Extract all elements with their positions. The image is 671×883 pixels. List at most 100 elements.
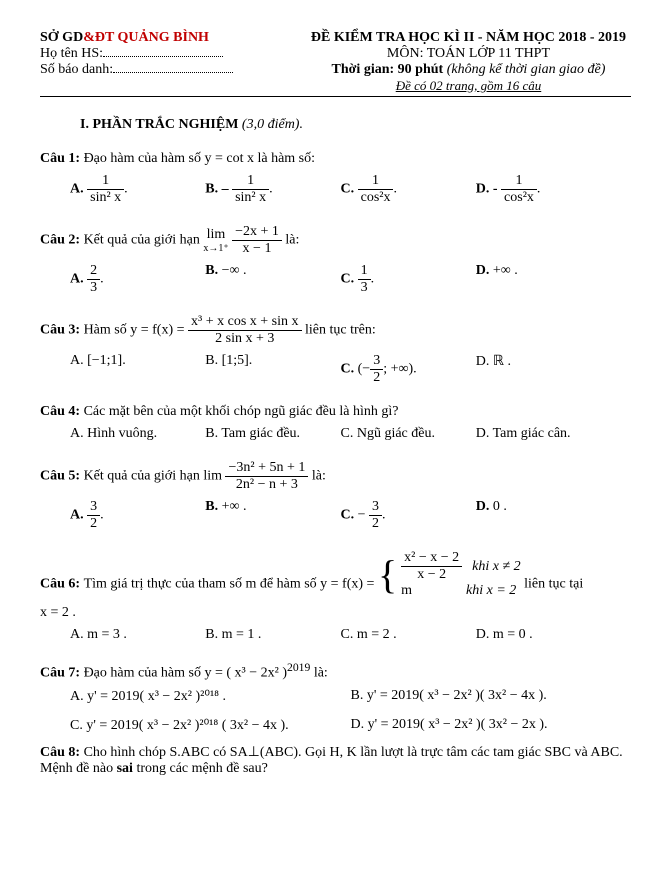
frac-num: 2 bbox=[87, 263, 100, 280]
q4-label: Câu 4: bbox=[40, 404, 80, 419]
frac-num: 3 bbox=[370, 353, 383, 370]
q4-opt-a: A. Hình vuông. bbox=[70, 426, 205, 442]
q7-text-pre: Đạo hàm của hàm số y = bbox=[84, 666, 227, 681]
q1-opt-b: B. – 1sin² x. bbox=[205, 173, 340, 206]
q2-options: A. 23. B. −∞ . C. 13. D. +∞ . bbox=[70, 263, 611, 296]
q3-opt-c: C. (−32; +∞). bbox=[341, 353, 476, 386]
header-right: ĐỀ KIỂM TRA HỌC KÌ II - NĂM HỌC 2018 - 2… bbox=[306, 30, 631, 94]
q5-options: A. 32. B. +∞ . C. − 32. D. 0 . bbox=[70, 499, 611, 532]
time-note: (không kể thời gian giao đề) bbox=[447, 62, 606, 77]
q3-text-post: liên tục trên: bbox=[305, 323, 376, 338]
opt-label: B. – bbox=[205, 182, 228, 197]
q2-label: Câu 2: bbox=[40, 233, 80, 248]
q2-text-pre: Kết quả của giới hạn bbox=[84, 233, 204, 248]
q6-label: Câu 6: bbox=[40, 577, 80, 592]
separator bbox=[40, 96, 631, 97]
opt-label: A. bbox=[70, 508, 84, 523]
opt-label: C. bbox=[341, 182, 355, 197]
q2-text-post: là: bbox=[285, 233, 299, 248]
q1-options: A. 1sin² x. B. – 1sin² x. C. 1cos²x. D. … bbox=[70, 173, 611, 206]
frac-den: 2 bbox=[87, 516, 100, 532]
q7-exp: 2019 bbox=[287, 661, 310, 674]
q8-bold: sai bbox=[117, 761, 133, 776]
exam-title: ĐỀ KIỂM TRA HỌC KÌ II - NĂM HỌC 2018 - 2… bbox=[306, 30, 631, 46]
question-7: Câu 7: Đạo hàm của hàm số y = ( x³ − 2x²… bbox=[40, 661, 631, 682]
frac-den: 2 bbox=[370, 370, 383, 386]
q3-opt-a: A. [−1;1]. bbox=[70, 353, 205, 386]
frac-num: −3n² + 5n + 1 bbox=[225, 460, 308, 477]
q1-opt-a: A. 1sin² x. bbox=[70, 173, 205, 206]
q7-options: A. y' = 2019( x³ − 2x² )²⁰¹⁸ . B. y' = 2… bbox=[70, 688, 631, 734]
opt-label: A. bbox=[70, 272, 84, 287]
q4-text: Các mặt bên của một khối chóp ngũ giác đ… bbox=[84, 404, 399, 419]
frac-num: x² − x − 2 bbox=[401, 550, 462, 567]
header-left: SỞ GD&ĐT QUẢNG BÌNH Họ tên HS: Số báo da… bbox=[40, 30, 306, 94]
section-1-title: I. PHẦN TRẮC NGHIỆM bbox=[80, 117, 238, 132]
q2-opt-c: C. 13. bbox=[341, 263, 476, 296]
lim-label: lim bbox=[203, 227, 228, 243]
q3-options: A. [−1;1]. B. [1;5]. C. (−32; +∞). D. ℝ … bbox=[70, 353, 611, 386]
q6-options: A. m = 3 . B. m = 1 . C. m = 2 . D. m = … bbox=[70, 627, 611, 643]
q6-opt-d: D. m = 0 . bbox=[476, 627, 611, 643]
frac-den: 3 bbox=[358, 280, 371, 296]
dept-red: &ĐT QUẢNG BÌNH bbox=[83, 30, 209, 45]
id-field bbox=[113, 72, 233, 73]
q3-label: Câu 3: bbox=[40, 323, 80, 338]
question-8: Câu 8: Cho hình chóp S.ABC có SA⊥(ABC). … bbox=[40, 744, 631, 777]
frac-den: x − 1 bbox=[232, 241, 282, 257]
q6-opt-b: B. m = 1 . bbox=[205, 627, 340, 643]
q5-label: Câu 5: bbox=[40, 469, 80, 484]
q1-text: Đạo hàm của hàm số y = cot x là hàm số: bbox=[84, 151, 315, 166]
q7-text-post: là: bbox=[314, 666, 328, 681]
frac-num: x³ + x cos x + sin x bbox=[188, 314, 302, 331]
q2-opt-a: A. 23. bbox=[70, 263, 205, 296]
q2-opt-d: D. +∞ . bbox=[476, 263, 611, 296]
frac-den: sin² x bbox=[232, 190, 269, 206]
q6-tail: x = 2 . bbox=[40, 605, 631, 621]
q7-opt-b: B. y' = 2019( x³ − 2x² )( 3x² − 4x ). bbox=[351, 688, 632, 705]
q1-label: Câu 1: bbox=[40, 151, 80, 166]
q7-opt-d: D. y' = 2019( x³ − 2x² )( 3x² − 2x ). bbox=[351, 717, 632, 734]
q5-text-pre: Kết quả của giới hạn lim bbox=[84, 469, 222, 484]
q1-opt-c: C. 1cos²x. bbox=[341, 173, 476, 206]
frac-num: 1 bbox=[501, 173, 537, 190]
q8-text2: trong các mệnh đề sau? bbox=[133, 761, 268, 776]
q7-label: Câu 7: bbox=[40, 666, 80, 681]
header: SỞ GD&ĐT QUẢNG BÌNH Họ tên HS: Số báo da… bbox=[40, 30, 631, 94]
page-note: Đề có 02 trang, gồm 16 câu bbox=[306, 78, 631, 94]
case-cond: khi x ≠ 2 bbox=[472, 559, 521, 575]
frac-den: 2 sin x + 3 bbox=[188, 331, 302, 347]
q5-opt-a: A. 32. bbox=[70, 499, 205, 532]
q8-label: Câu 8: bbox=[40, 745, 80, 760]
case-val: m bbox=[401, 583, 412, 599]
dept-prefix: SỞ GD bbox=[40, 30, 83, 45]
q6-text-post: liên tục tại bbox=[524, 576, 583, 591]
q4-options: A. Hình vuông. B. Tam giác đều. C. Ngũ g… bbox=[70, 426, 611, 442]
q2-opt-b: B. −∞ . bbox=[205, 263, 340, 296]
q2-d-text: +∞ . bbox=[489, 263, 517, 278]
opt-label: C. bbox=[341, 272, 355, 287]
q3-opt-d: D. ℝ . bbox=[476, 353, 611, 386]
question-2: Câu 2: Kết quả của giới hạn lim x→1⁺ −2x… bbox=[40, 224, 631, 257]
question-5: Câu 5: Kết quả của giới hạn lim −3n² + 5… bbox=[40, 460, 631, 493]
time-value: 90 phút bbox=[398, 62, 444, 77]
frac-den: 2 bbox=[369, 516, 382, 532]
q5-opt-d: D. 0 . bbox=[476, 499, 611, 532]
frac-den: x − 2 bbox=[401, 567, 462, 583]
name-field bbox=[103, 56, 223, 57]
brace-icon: { bbox=[378, 555, 397, 595]
q6-opt-a: A. m = 3 . bbox=[70, 627, 205, 643]
name-label: Họ tên HS: bbox=[40, 46, 103, 61]
q4-opt-d: D. Tam giác cân. bbox=[476, 426, 611, 442]
frac-num: 3 bbox=[369, 499, 382, 516]
lim-sub: x→1⁺ bbox=[203, 243, 228, 254]
id-label: Số báo danh: bbox=[40, 62, 113, 77]
q4-opt-b: B. Tam giác đều. bbox=[205, 426, 340, 442]
frac-num: 1 bbox=[358, 263, 371, 280]
q6-text-pre: Tìm giá trị thực của tham số m để hàm số… bbox=[84, 576, 375, 591]
question-3: Câu 3: Hàm số y = f(x) = x³ + x cos x + … bbox=[40, 314, 631, 347]
q5-opt-c: C. − 32. bbox=[341, 499, 476, 532]
section-1-points: (3,0 điểm). bbox=[242, 117, 303, 132]
q2-b-text: −∞ . bbox=[218, 263, 246, 278]
frac-den: cos²x bbox=[358, 190, 394, 206]
